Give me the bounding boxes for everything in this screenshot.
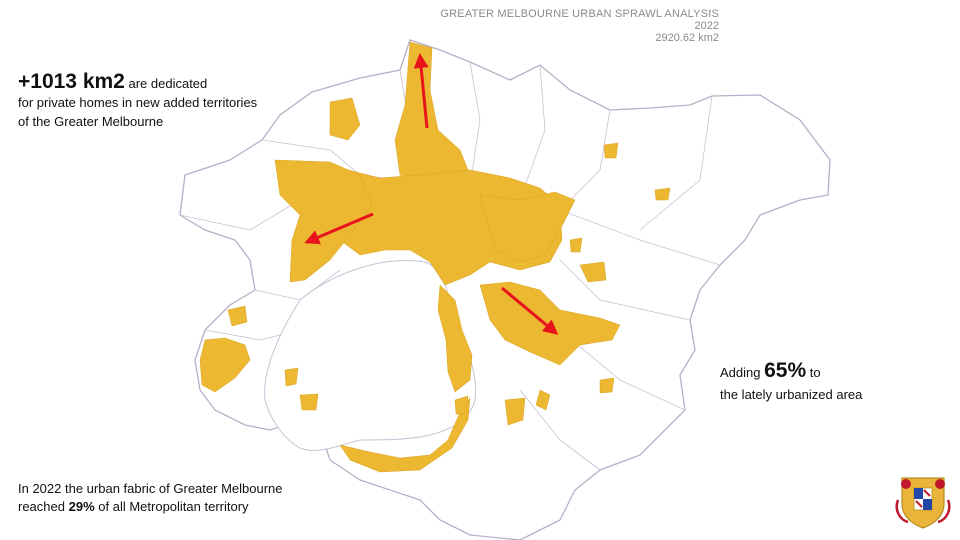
added-area-value: +1013 km2 (18, 70, 125, 93)
arrow-southeast (501, 286, 559, 335)
map-area: 2920.62 km2 (655, 32, 719, 44)
map-header: GREATER MELBOURNE URBAN SPRAWL ANALYSIS … (440, 8, 719, 44)
growth-value: 65% (764, 359, 807, 382)
growth-text-2: the lately urbanized area (720, 387, 863, 402)
stat-added-area: +1013 km2 are dedicated for private home… (18, 70, 258, 131)
added-area-text-2: for private homes in new added territori… (18, 95, 258, 129)
arrow-west (304, 212, 374, 245)
share-text-1: In 2022 the urban fabric of Greater Melb… (18, 481, 283, 514)
urban-fabric (199, 41, 671, 473)
added-area-text-1: are dedicated (128, 76, 208, 91)
share-value: 29% (68, 499, 95, 514)
stat-growth: Adding 65% to the lately urbanized area (720, 360, 940, 406)
map-title: GREATER MELBOURNE URBAN SPRAWL ANALYSIS (440, 8, 719, 20)
coat-of-arms-icon (895, 477, 951, 529)
arrow-north (413, 53, 429, 129)
map-year: 2022 (694, 20, 719, 32)
stat-share: In 2022 the urban fabric of Greater Melb… (18, 480, 318, 516)
growth-direction-arrows (304, 53, 559, 335)
share-text-2: of all Metropolitan territory (98, 499, 249, 514)
growth-suffix: to (809, 365, 821, 380)
port-phillip-bay (264, 260, 477, 451)
growth-prefix: Adding (720, 365, 761, 380)
